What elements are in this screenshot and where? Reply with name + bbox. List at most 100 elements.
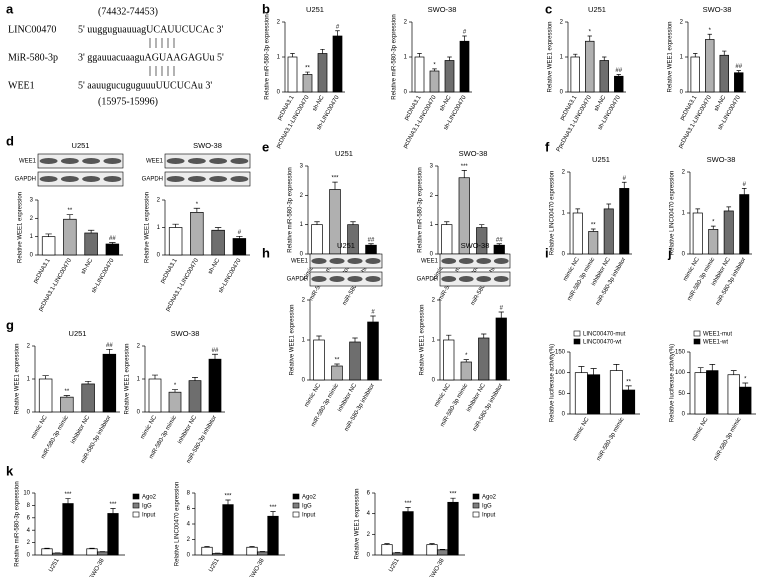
y-tick-label: 0 [560, 90, 564, 96]
panel-letter: h [262, 245, 270, 260]
x-tick-label: sh-NC [439, 94, 453, 112]
bar [41, 236, 56, 256]
error-bar [575, 208, 581, 213]
blot-band [476, 258, 492, 264]
bar [367, 321, 379, 381]
y-tick-label: 3 [300, 164, 304, 170]
y-tick-label: 1 [680, 55, 684, 61]
y-tick-label: 4 [27, 528, 31, 534]
y-tick-label: 1 [300, 222, 304, 228]
error-bar [320, 48, 325, 54]
bar [708, 229, 719, 255]
significance: ## [106, 343, 113, 349]
chart-title: U251 [72, 141, 90, 150]
error-bar [84, 380, 92, 384]
legend-label: IgG [482, 504, 492, 510]
y-axis-label: Relative WEE1 expression [15, 343, 21, 414]
y-tick-label: 2 [30, 216, 34, 222]
y-tick-label: 4 [187, 522, 191, 528]
y-tick-label: 1 [432, 338, 436, 344]
bar [365, 244, 377, 255]
bar [599, 60, 609, 93]
significance: *** [269, 505, 277, 511]
significance: * [589, 30, 592, 36]
error-bar [710, 225, 716, 230]
chart-title: U251 [592, 155, 610, 164]
bar [459, 40, 470, 93]
bar [331, 365, 343, 381]
significance: ## [109, 236, 116, 242]
legend-swatch [472, 511, 480, 518]
error-bar [204, 546, 210, 548]
blot-band [458, 276, 474, 282]
y-tick-label: 2 [404, 20, 408, 26]
error-bar [606, 203, 612, 209]
error-bar [316, 335, 322, 340]
significance: ** [626, 379, 631, 385]
blot-band [166, 176, 185, 182]
x-tick-label: mimic NC [434, 382, 453, 408]
y-tick-label: 2 [682, 170, 686, 176]
sequence-name: LINC00470 [8, 24, 56, 35]
error-bar [249, 546, 255, 548]
legend-swatch [292, 511, 300, 518]
error-bar [479, 224, 485, 228]
bar [381, 544, 393, 556]
error-bar [463, 359, 469, 362]
legend-swatch [292, 502, 300, 509]
y-tick-label: 2 [562, 170, 566, 176]
panel-letter: b [262, 1, 270, 16]
bar [63, 218, 77, 256]
bar [603, 208, 614, 255]
error-bar [152, 374, 158, 379]
bar [441, 224, 453, 255]
blot-band [103, 176, 122, 182]
panel-letter: a [6, 1, 14, 16]
bar [723, 210, 734, 255]
blot-label: WEE1 [421, 259, 439, 265]
y-tick-label: 100 [675, 370, 686, 376]
blot-band [493, 276, 509, 282]
x-tick-label: miR-580-3p inhibitor [595, 257, 627, 307]
error-bar [394, 552, 401, 553]
error-bar [587, 35, 592, 42]
bar [190, 212, 204, 256]
y-tick-label: 1 [560, 55, 564, 61]
error-bar [236, 235, 243, 239]
y-axis-label: Relative miR-580-3p expression [392, 14, 398, 99]
error-bar [332, 181, 338, 190]
error-bar [432, 68, 437, 71]
x-tick-label: pcDNA3.1 [160, 257, 179, 284]
error-bar [314, 221, 320, 225]
legend-label: LINC00470-wt [583, 340, 622, 346]
error-bar [63, 395, 71, 398]
legend-swatch [573, 330, 581, 337]
error-bar [590, 228, 596, 232]
bar [107, 513, 119, 556]
y-tick-label: 1 [430, 222, 434, 228]
error-bar [730, 370, 737, 375]
blot-label: GAPDH [287, 277, 308, 283]
bar [317, 53, 328, 93]
panel-letter: f [545, 139, 550, 154]
legend-label: Ago2 [142, 495, 157, 501]
bar [313, 339, 325, 381]
blot-label: GAPDH [417, 277, 438, 283]
x-tick-label: mimic NC [304, 382, 323, 408]
legend-label: WEE1-wt [703, 340, 728, 346]
bar [436, 549, 449, 556]
y-tick-label: 0 [404, 90, 408, 96]
x-tick-label: miR-580-3p mimic [713, 417, 743, 462]
significance: # [743, 182, 747, 188]
significance: # [500, 306, 504, 312]
y-axis-label: Relative miR-580-3p expression [15, 481, 21, 566]
error-bar [707, 33, 712, 40]
sequence-name: WEE1 [8, 80, 35, 91]
y-tick-label: 0 [680, 90, 684, 96]
significance: # [371, 310, 375, 316]
blot-band [311, 258, 327, 264]
y-tick-label: 1 [682, 211, 686, 217]
chart-title: SWO-38 [171, 329, 200, 338]
bar [734, 72, 744, 93]
